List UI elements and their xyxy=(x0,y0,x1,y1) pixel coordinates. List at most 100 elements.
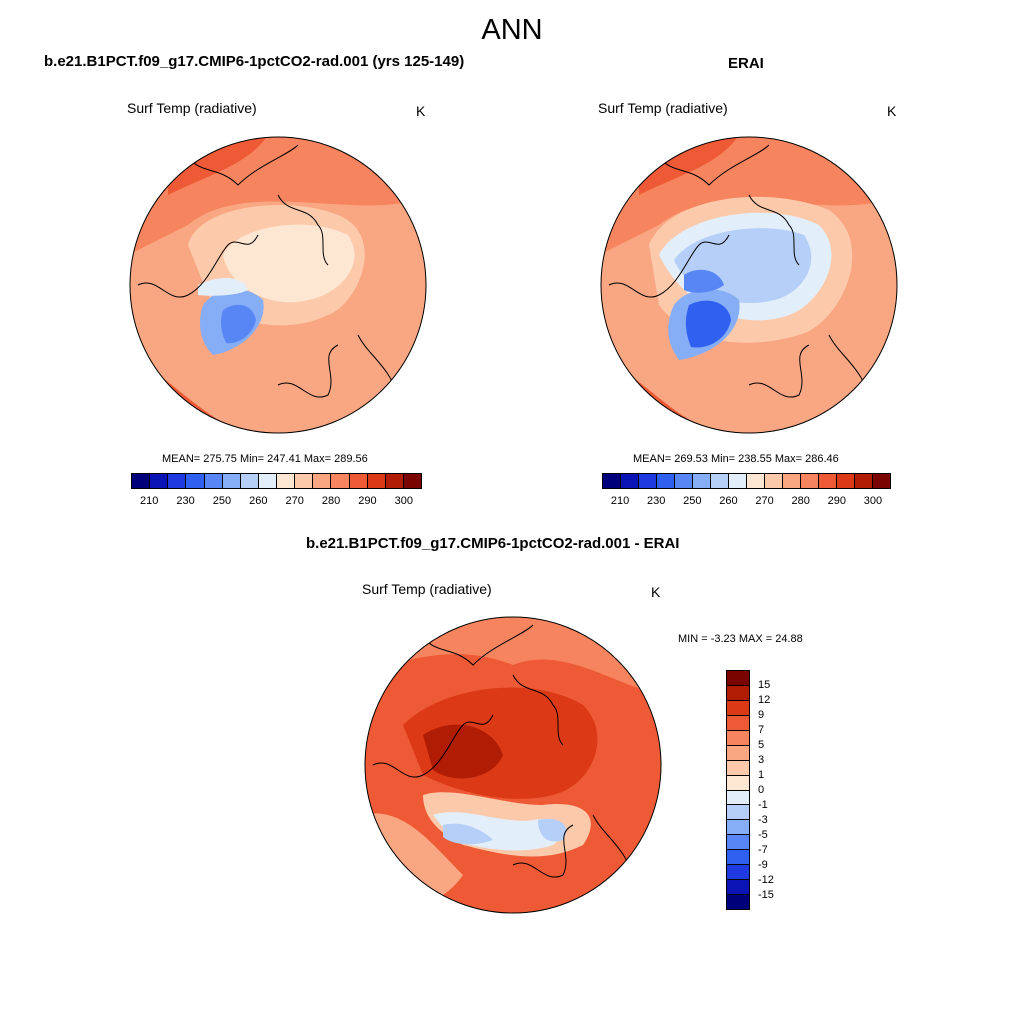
model-stats: MEAN= 275.75 Min= 247.41 Max= 289.56 xyxy=(162,453,368,465)
colorbar-swatch xyxy=(727,715,749,731)
colorbar-tick-label: 7 xyxy=(758,724,765,736)
colorbar-tick-label: 0 xyxy=(758,784,765,796)
colorbar-swatch xyxy=(727,685,749,701)
colorbar-swatch xyxy=(132,474,151,488)
colorbar-swatch xyxy=(855,474,873,488)
colorbar-swatch xyxy=(240,474,259,488)
diff-colorbar xyxy=(726,670,750,910)
model-colorbar-ticks: 210 230 250 260 270 280 290 300 xyxy=(131,495,422,509)
colorbar-tick-label: 280 xyxy=(321,495,341,507)
colorbar-swatch xyxy=(313,474,332,488)
diff-panel-title: b.e21.B1PCT.f09_g17.CMIP6-1pctCO2-rad.00… xyxy=(306,535,680,552)
colorbar-swatch xyxy=(801,474,819,488)
colorbar-tick-label: 270 xyxy=(285,495,304,507)
colorbar-swatch xyxy=(711,474,729,488)
colorbar-swatch xyxy=(639,474,657,488)
colorbar-tick-label: 5 xyxy=(758,739,765,751)
colorbar-swatch xyxy=(657,474,675,488)
colorbar-tick-label: 260 xyxy=(719,495,738,507)
colorbar-swatch xyxy=(727,671,749,686)
diff-variable-label: Surf Temp (radiative) xyxy=(362,581,492,597)
colorbar-swatch xyxy=(385,474,404,488)
obs-variable-label: Surf Temp (radiative) xyxy=(598,100,728,116)
colorbar-swatch xyxy=(727,820,749,836)
colorbar-swatch xyxy=(621,474,639,488)
colorbar-tick-label: 230 xyxy=(176,495,195,507)
colorbar-tick-label: 210 xyxy=(140,495,159,507)
colorbar-tick-label: 290 xyxy=(827,495,846,507)
diff-stats: MIN = -3.23 MAX = 24.88 xyxy=(678,633,803,645)
model-polar-map xyxy=(129,136,427,434)
obs-units-label: K xyxy=(887,103,897,119)
diff-colorbar-ticks: 15 12 9 7 5 3 1 0 -1 -3 -5 -7 -9 -12 -15 xyxy=(758,670,798,910)
colorbar-tick-label: 280 xyxy=(791,495,810,507)
colorbar-swatch xyxy=(727,895,749,909)
colorbar-swatch xyxy=(727,850,749,866)
colorbar-swatch xyxy=(675,474,693,488)
colorbar-swatch xyxy=(727,865,749,881)
model-units-label: K xyxy=(416,103,426,119)
colorbar-tick-label: -7 xyxy=(758,844,768,856)
colorbar-swatch xyxy=(727,805,749,821)
colorbar-tick-label: 210 xyxy=(610,495,630,507)
colorbar-tick-label: 12 xyxy=(758,694,771,706)
colorbar-swatch xyxy=(727,760,749,776)
colorbar-swatch xyxy=(727,775,749,791)
colorbar-tick-label: 3 xyxy=(758,754,765,766)
colorbar-swatch xyxy=(727,790,749,806)
colorbar-tick-label: -9 xyxy=(758,859,768,871)
colorbar-tick-label: 290 xyxy=(358,495,377,507)
colorbar-swatch xyxy=(367,474,386,488)
colorbar-swatch xyxy=(603,474,621,488)
model-variable-label: Surf Temp (radiative) xyxy=(127,100,257,116)
colorbar-swatch xyxy=(727,730,749,746)
colorbar-tick-label: 1 xyxy=(758,769,765,781)
diff-polar-map xyxy=(364,616,662,914)
colorbar-tick-label: 250 xyxy=(683,495,702,507)
colorbar-swatch xyxy=(331,474,350,488)
obs-polar-map xyxy=(600,136,898,434)
colorbar-swatch xyxy=(727,700,749,716)
colorbar-tick-label: 300 xyxy=(394,495,413,507)
colorbar-swatch xyxy=(727,835,749,851)
colorbar-tick-label: 270 xyxy=(755,495,774,507)
colorbar-swatch xyxy=(277,474,296,488)
obs-stats: MEAN= 269.53 Min= 238.55 Max= 286.46 xyxy=(633,453,839,465)
colorbar-tick-label: 250 xyxy=(212,495,232,507)
colorbar-swatch xyxy=(186,474,205,488)
obs-colorbar xyxy=(602,473,891,489)
colorbar-swatch xyxy=(727,880,749,896)
obs-panel-title: ERAI xyxy=(728,55,764,72)
colorbar-tick-label: -3 xyxy=(758,814,768,826)
colorbar-tick-label: -12 xyxy=(758,874,774,886)
colorbar-tick-label: -15 xyxy=(758,889,774,901)
colorbar-tick-label: 15 xyxy=(758,679,771,691)
colorbar-swatch xyxy=(222,474,241,488)
colorbar-swatch xyxy=(403,474,421,488)
colorbar-swatch xyxy=(150,474,169,488)
colorbar-tick-label: 260 xyxy=(249,495,268,507)
colorbar-swatch xyxy=(727,745,749,761)
diff-units-label: K xyxy=(651,584,661,600)
colorbar-swatch xyxy=(765,474,783,488)
colorbar-swatch xyxy=(837,474,855,488)
colorbar-swatch xyxy=(693,474,711,488)
colorbar-tick-label: -5 xyxy=(758,829,768,841)
model-panel-title: b.e21.B1PCT.f09_g17.CMIP6-1pctCO2-rad.00… xyxy=(44,53,465,70)
obs-colorbar-ticks: 210 230 250 260 270 280 290 300 xyxy=(602,495,891,509)
colorbar-tick-label: 300 xyxy=(863,495,883,507)
colorbar-swatch xyxy=(729,474,747,488)
colorbar-swatch xyxy=(819,474,837,488)
colorbar-swatch xyxy=(783,474,801,488)
colorbar-tick-label: 230 xyxy=(647,495,666,507)
model-colorbar xyxy=(131,473,422,489)
colorbar-swatch xyxy=(747,474,765,488)
colorbar-swatch xyxy=(873,474,890,488)
colorbar-swatch xyxy=(168,474,187,488)
colorbar-tick-label: 9 xyxy=(758,709,765,721)
colorbar-swatch xyxy=(204,474,223,488)
colorbar-swatch xyxy=(258,474,277,488)
colorbar-tick-label: -1 xyxy=(758,799,768,811)
colorbar-swatch xyxy=(295,474,314,488)
colorbar-swatch xyxy=(349,474,368,488)
